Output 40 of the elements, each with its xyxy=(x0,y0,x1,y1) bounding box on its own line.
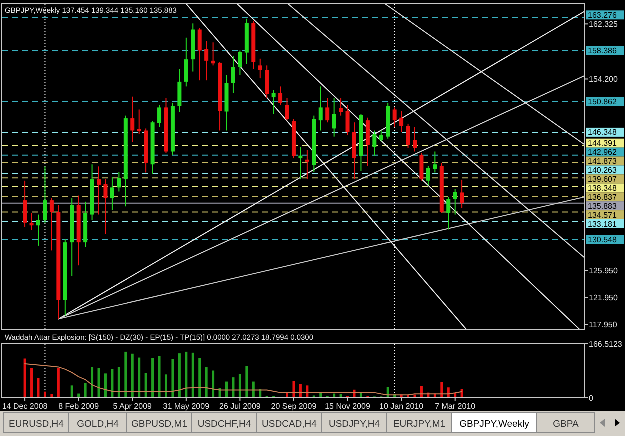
y-tick-label: 117.950 xyxy=(589,320,618,330)
tab: USDCHF,H4 xyxy=(192,412,258,434)
x-tick-label: 14 Dec 2008 xyxy=(2,402,48,411)
y-tick-label: 125.950 xyxy=(589,266,618,276)
tab: EURUSD,H4 xyxy=(4,412,70,434)
x-tick-label: 26 Jul 2009 xyxy=(220,402,262,411)
ref-line-label: 140.263 xyxy=(588,166,618,176)
ref-line-label: 146.348 xyxy=(588,128,618,138)
ref-line-label: 130.548 xyxy=(588,235,618,244)
tab: GBPUSD,M1 xyxy=(126,412,192,434)
x-tick-label: 20 Sep 2009 xyxy=(271,402,318,411)
tab: EURJPY,M1 xyxy=(386,412,452,434)
x-tick-label: 7 Mar 2010 xyxy=(435,402,476,411)
x-tick-label: 31 May 2009 xyxy=(163,402,210,411)
y-tick-label: 154.200 xyxy=(589,75,618,84)
ref-line-label: 150.862 xyxy=(588,98,618,107)
tab: USDJPY,H4 xyxy=(322,412,388,434)
ref-line-label: 163.276 xyxy=(588,10,618,20)
y-tick-label: 0 xyxy=(589,394,594,403)
y-tick-label: 121.950 xyxy=(589,294,618,303)
ref-line-label: 142.962 xyxy=(588,148,618,158)
tab: GBPA xyxy=(536,412,596,434)
ref-line-label: 134.571 xyxy=(588,210,618,220)
ref-line-label: 136.837 xyxy=(588,192,618,202)
x-tick-label: 10 Jan 2010 xyxy=(380,402,424,411)
ref-line-label: 158.386 xyxy=(588,46,618,56)
ref-line-label: 138.348 xyxy=(588,184,618,193)
y-tick-label: 166.5123 xyxy=(589,340,623,349)
x-tick-label: 5 Apr 2009 xyxy=(113,402,153,411)
y-tick-label: 162.325 xyxy=(589,20,618,29)
x-tick-label: 15 Nov 2009 xyxy=(325,402,371,411)
x-tick-label: 8 Feb 2009 xyxy=(58,402,100,411)
tab: GBPJPY,Weekly xyxy=(452,412,538,434)
tab: USDCAD,H4 xyxy=(256,412,322,434)
ref-line-label: 133.181 xyxy=(588,220,618,229)
tab: GOLD,H4 xyxy=(68,412,128,434)
ref-line-label: 139.607 xyxy=(588,174,618,184)
ref-line-label: 144.391 xyxy=(588,139,618,148)
ref-line-label: 141.873 xyxy=(588,157,618,166)
ref-line-label: 135.883 xyxy=(588,202,618,211)
